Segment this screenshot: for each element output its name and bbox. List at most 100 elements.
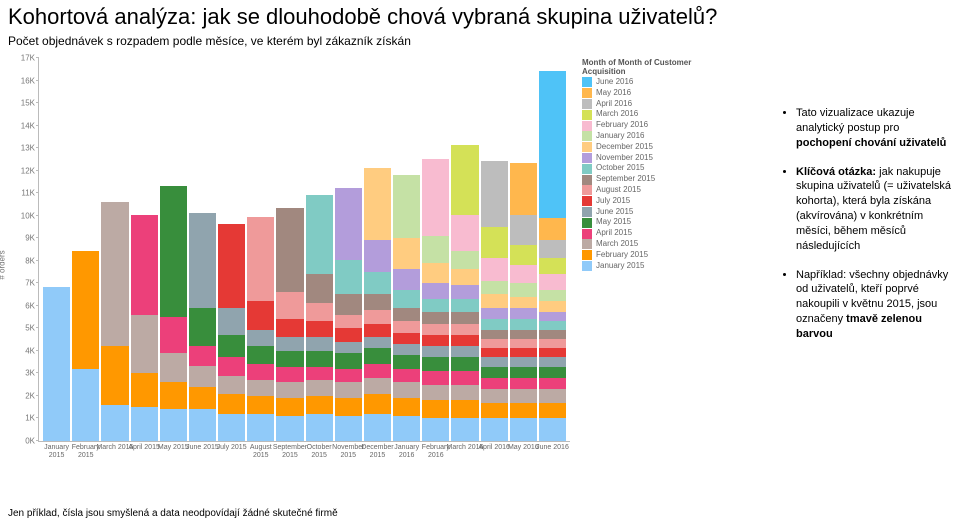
y-tick: 5K <box>5 324 35 333</box>
bar-segment <box>43 287 70 441</box>
legend-label: May 2015 <box>596 217 631 228</box>
legend-label: November 2015 <box>596 153 653 164</box>
bar-segment <box>306 321 333 337</box>
legend-label: June 2016 <box>596 77 633 88</box>
bar-segment <box>276 292 303 319</box>
legend-swatch <box>582 196 592 206</box>
bar-segment <box>422 371 449 385</box>
bar-segment <box>189 346 216 366</box>
x-tick-label: January 2015 <box>44 444 69 459</box>
bar-segment <box>539 240 566 258</box>
bar-segment <box>218 357 245 375</box>
bar-segment <box>539 321 566 330</box>
bar-segment <box>422 159 449 236</box>
bar-segment <box>481 227 508 259</box>
bar-segment <box>306 396 333 414</box>
legend-swatch <box>582 121 592 131</box>
legend-swatch <box>582 218 592 228</box>
bar: March 2015 <box>101 202 128 441</box>
legend-swatch <box>582 110 592 120</box>
bar-segment <box>276 319 303 337</box>
y-tick: 1K <box>5 414 35 423</box>
x-tick-label: October 2015 <box>307 444 332 459</box>
bar-segment <box>422 236 449 263</box>
y-tick: 10K <box>5 211 35 220</box>
x-tick-label: January 2016 <box>394 444 419 459</box>
bar-segment <box>364 294 391 310</box>
y-tick: 12K <box>5 166 35 175</box>
legend-swatch <box>582 142 592 152</box>
bar-segment <box>451 324 478 335</box>
bar-segment <box>539 330 566 339</box>
bar-segment <box>247 414 274 441</box>
bar-segment <box>276 208 303 292</box>
bar-segment <box>481 389 508 403</box>
bar: April 2015 <box>131 215 158 441</box>
bar-segment <box>306 414 333 441</box>
bar-segment <box>189 409 216 441</box>
bar-segment <box>451 418 478 441</box>
bar-segment <box>335 416 362 441</box>
bar: December 2015 <box>364 168 391 441</box>
bar-segment <box>276 367 303 383</box>
bar-segment <box>481 281 508 295</box>
legend-swatch <box>582 99 592 109</box>
bar-segment <box>539 290 566 301</box>
bar-segment <box>393 290 420 308</box>
bar-segment <box>422 400 449 418</box>
legend-item: April 2015 <box>582 228 736 239</box>
bar-segment <box>451 299 478 313</box>
bar: February 2016 <box>422 159 449 441</box>
bar-segment <box>218 414 245 441</box>
legend-label: April 2016 <box>596 99 632 110</box>
page-title: Kohortová analýza: jak se dlouhodobě cho… <box>0 0 960 30</box>
bar-segment <box>422 299 449 313</box>
bar-segment <box>539 403 566 419</box>
legend-item: June 2016 <box>582 77 736 88</box>
bar-segment <box>510 245 537 265</box>
bar-segment <box>422 418 449 441</box>
bar-segment <box>510 378 537 389</box>
bar-segment <box>364 240 391 272</box>
bar-segment <box>510 357 537 366</box>
legend-swatch <box>582 153 592 163</box>
bar-segment <box>306 274 333 303</box>
legend-item: August 2015 <box>582 185 736 196</box>
bar-segment <box>364 168 391 240</box>
bar-segment <box>335 294 362 314</box>
bar-segment <box>306 367 333 381</box>
legend-swatch <box>582 175 592 185</box>
legend-label: January 2015 <box>596 261 644 272</box>
y-tick: 15K <box>5 99 35 108</box>
bar: February 2015 <box>72 251 99 441</box>
bar-segment <box>306 195 333 274</box>
note-3: Například: všechny objednávky od uživate… <box>796 268 956 342</box>
bar: June 2016 <box>539 71 566 441</box>
bar-segment <box>393 416 420 441</box>
legend-item: July 2015 <box>582 196 736 207</box>
bar-segment <box>510 348 537 357</box>
legend-swatch <box>582 261 592 271</box>
x-tick-label: July 2015 <box>217 444 247 452</box>
bar-segment <box>539 218 566 241</box>
bar-segment <box>306 303 333 321</box>
bar-segment <box>481 330 508 339</box>
bar: January 2015 <box>43 287 70 441</box>
bar-segment <box>481 357 508 366</box>
bar-segment <box>131 373 158 407</box>
y-tick: 14K <box>5 121 35 130</box>
legend-label: July 2015 <box>596 196 630 207</box>
x-tick-label: September 2015 <box>273 444 307 459</box>
bar-segment <box>160 317 187 353</box>
bar-segment <box>393 355 420 369</box>
bar-segment <box>247 217 274 301</box>
y-tick: 2K <box>5 391 35 400</box>
legend-swatch <box>582 239 592 249</box>
bar-segment <box>451 251 478 269</box>
legend-item: May 2015 <box>582 217 736 228</box>
legend-label: February 2016 <box>596 120 648 131</box>
bar-segment <box>451 312 478 323</box>
bar-segment <box>539 389 566 403</box>
bar: August 2015 <box>247 217 274 441</box>
bar-segment <box>131 315 158 374</box>
